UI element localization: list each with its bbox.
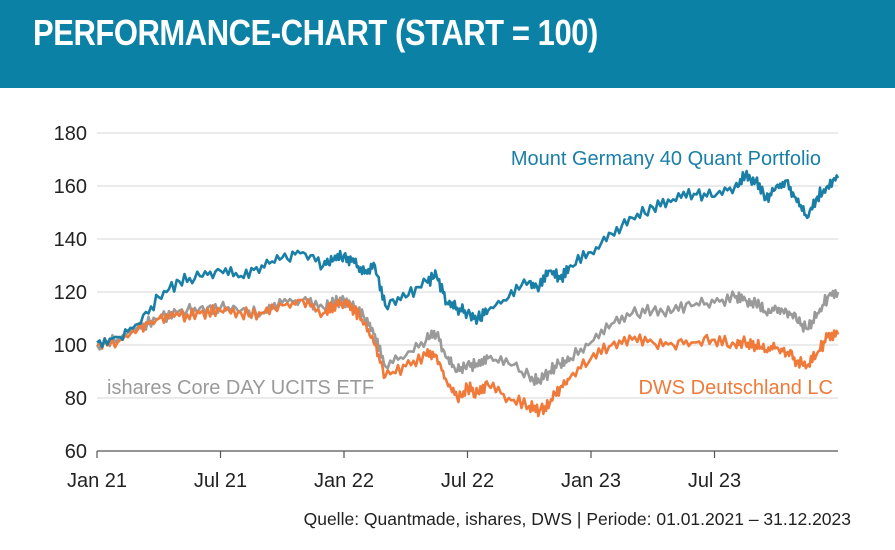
y-tick-label-180: 180 [54,123,87,145]
x-tick-label-5: Jul 23 [688,470,741,492]
x-tick-label-0: Jan 21 [67,470,127,492]
x-tick-label-2: Jan 22 [314,470,374,492]
y-tick-label-160: 160 [54,176,87,198]
page-title: PERFORMANCE-CHART (START = 100) [33,12,598,53]
x-tick-label-1: Jul 21 [194,470,247,492]
series-line-mount-germany-40-quant-portfolio [96,169,840,349]
x-tick-label-3: Jul 22 [441,470,494,492]
y-tick-label-80: 80 [65,388,87,410]
dws-series-label: DWS Deutschland LC [638,377,833,399]
source-note: Quelle: Quantmade, ishares, DWS | Period… [303,509,851,529]
x-tick-label-4: Jan 23 [561,470,621,492]
mount-series-label: Mount Germany 40 Quant Portfolio [511,148,821,170]
y-tick-label-60: 60 [65,441,87,463]
y-tick-label-120: 120 [54,282,87,304]
series-line-dws-deutschland-lc [96,298,840,418]
chart-header: PERFORMANCE-CHART (START = 100) [0,0,895,88]
y-tick-label-100: 100 [54,335,87,357]
ishares-series-label: ishares Core DAY UCITS ETF [107,377,374,399]
series-line-ishares-core-day-ucits-etf [95,288,840,386]
y-tick-label-140: 140 [54,229,87,251]
